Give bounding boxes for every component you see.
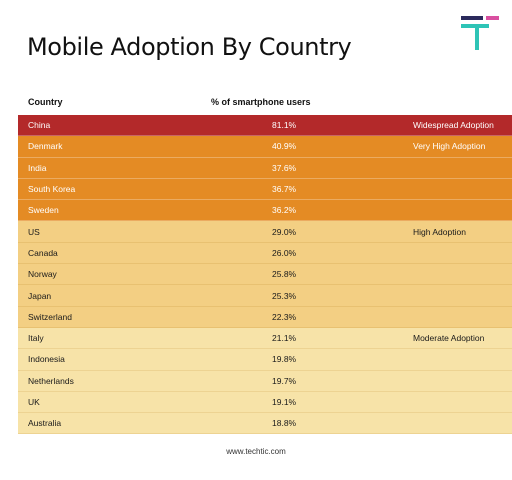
country-cell: US xyxy=(28,226,40,237)
country-cell: Indonesia xyxy=(28,354,65,365)
country-cell: Italy xyxy=(28,333,44,344)
table-row: Italy 21.1% Moderate Adoption xyxy=(18,327,512,350)
country-cell: UK xyxy=(28,397,40,407)
percentage-cell: 40.9% xyxy=(272,141,297,152)
footer-url: www.techtic.com xyxy=(226,447,286,456)
table-row: China 81.1% Widespread Adoption xyxy=(18,115,512,137)
percentage-cell: 18.8% xyxy=(272,418,297,429)
country-cell: Netherlands xyxy=(28,375,74,386)
table-row: South Korea 36.7% xyxy=(18,178,512,201)
table-row: Sweden 36.2% xyxy=(18,200,512,222)
country-cell: Norway xyxy=(28,269,57,280)
table-row: UK 19.1% xyxy=(18,391,512,414)
adoption-tier-label: Moderate Adoption xyxy=(413,333,485,344)
percentage-cell: 25.3% xyxy=(272,290,297,301)
techtic-logo-icon xyxy=(461,16,499,50)
column-header-percentage: % of smartphone users xyxy=(211,97,311,107)
percentage-cell: 21.1% xyxy=(272,333,297,344)
percentage-cell: 19.7% xyxy=(272,375,297,386)
page-title: Mobile Adoption By Country xyxy=(27,33,352,61)
column-header-country: Country xyxy=(28,97,63,107)
percentage-cell: 19.8% xyxy=(272,354,297,365)
adoption-tier-label: Very High Adoption xyxy=(413,141,486,152)
percentage-cell: 29.0% xyxy=(272,226,297,237)
percentage-cell: 36.2% xyxy=(272,205,297,216)
percentage-cell: 19.1% xyxy=(272,397,297,407)
table-row: Netherlands 19.7% xyxy=(18,370,512,392)
table-row: Canada 26.0% xyxy=(18,242,512,265)
table-row: India 37.6% xyxy=(18,157,512,179)
percentage-cell: 81.1% xyxy=(272,120,297,131)
table-row: Indonesia 19.8% xyxy=(18,349,512,371)
country-cell: China xyxy=(28,120,51,131)
adoption-table: China 81.1% Widespread Adoption Denmark 40.9… xyxy=(18,115,512,435)
country-cell: Japan xyxy=(28,290,52,301)
table-row: Norway 25.8% xyxy=(18,264,512,286)
percentage-cell: 26.0% xyxy=(272,247,297,258)
table-row: Australia 18.8% xyxy=(18,413,512,435)
percentage-cell: 36.7% xyxy=(272,184,297,195)
table-row: Japan 25.3% xyxy=(18,285,512,307)
country-cell: Denmark xyxy=(28,141,63,152)
adoption-tier-label: Widespread Adoption xyxy=(413,120,494,131)
percentage-cell: 37.6% xyxy=(272,162,297,173)
country-cell: Australia xyxy=(28,418,62,429)
adoption-tier-label: High Adoption xyxy=(413,226,466,237)
table-row: Denmark 40.9% Very High Adoption xyxy=(18,136,512,158)
country-cell: Canada xyxy=(28,247,58,258)
percentage-cell: 25.8% xyxy=(272,269,297,280)
country-cell: India xyxy=(28,162,47,173)
country-cell: Sweden xyxy=(28,205,59,216)
country-cell: Switzerland xyxy=(28,311,72,322)
table-row: Switzerland 22.3% xyxy=(18,306,512,328)
table-row: US 29.0% High Adoption xyxy=(18,221,512,243)
country-cell: South Korea xyxy=(28,184,76,195)
percentage-cell: 22.3% xyxy=(272,311,297,322)
